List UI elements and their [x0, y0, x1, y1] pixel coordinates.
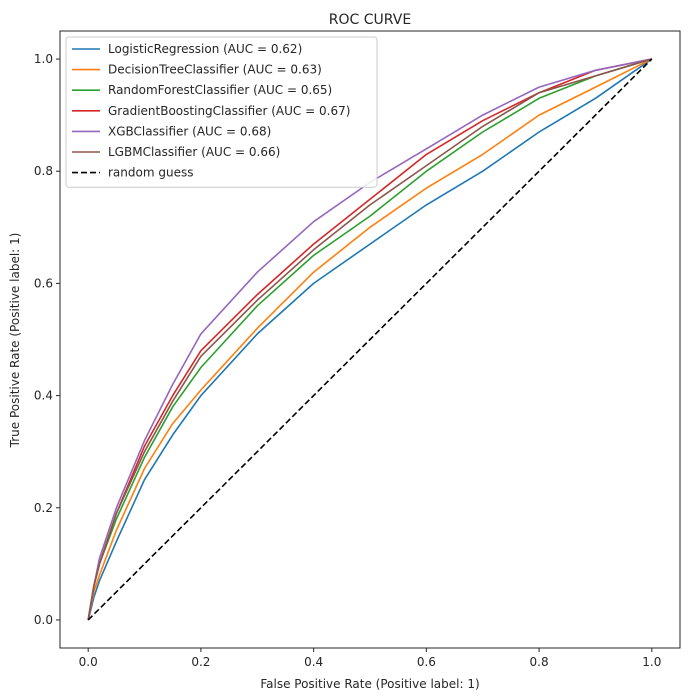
legend-label-4: XGBClassifier (AUC = 0.68): [108, 124, 271, 138]
x-axis-title: False Positive Rate (Positive label: 1): [260, 677, 479, 691]
legend: LogisticRegression (AUC = 0.62) DecisionT…: [65, 36, 378, 188]
y-tick-label: 0.4: [34, 389, 53, 403]
series-layer: [87, 58, 653, 621]
series-line-6: [87, 58, 653, 621]
legend-label-2: RandomForestClassifier (AUC = 0.65): [108, 83, 332, 97]
series-line-4: [87, 58, 652, 621]
legend-label-3: GradientBoostingClassifier (AUC = 0.67): [108, 104, 350, 118]
y-tick-label: 0.2: [34, 501, 53, 515]
series-line-0: [87, 58, 653, 621]
chart-title: ROC CURVE: [329, 12, 411, 28]
x-tick-label: 0.8: [530, 655, 549, 669]
series-line-5: [87, 58, 653, 621]
x-tick-label: 0.0: [79, 655, 98, 669]
x-tick-label: 0.6: [417, 655, 436, 669]
series-line-1: [87, 58, 653, 621]
y-axis-title: True Positive Rate (Positive label: 1): [8, 233, 22, 449]
legend-label-6: random guess: [108, 166, 193, 180]
plot-frame: [59, 30, 681, 649]
x-tick-label: 1.0: [642, 655, 661, 669]
legend-label-1: DecisionTreeClassifier (AUC = 0.63): [108, 63, 322, 77]
x-tick-label: 0.4: [304, 655, 323, 669]
legend-label-5: LGBMClassifier (AUC = 0.66): [108, 145, 280, 159]
y-tick-label: 0.6: [34, 276, 53, 290]
y-axis: 0.0 0.2 0.4 0.6 0.8 1.0: [34, 52, 60, 627]
legend-box: [65, 36, 378, 188]
y-tick-label: 0.0: [34, 613, 53, 627]
y-tick-label: 1.0: [34, 52, 53, 66]
x-tick-label: 0.2: [191, 655, 210, 669]
x-axis: 0.0 0.2 0.4 0.6 0.8 1.0: [79, 648, 661, 669]
y-tick-label: 0.8: [34, 164, 53, 178]
legend-label-0: LogisticRegression (AUC = 0.62): [108, 42, 302, 56]
